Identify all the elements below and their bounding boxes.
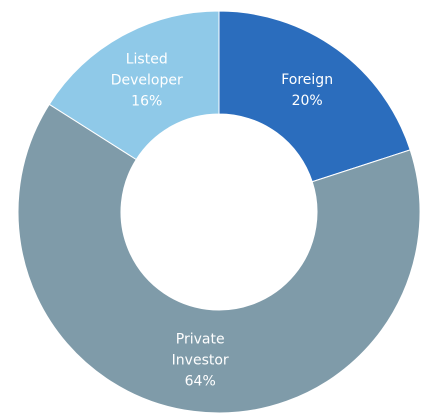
value-label: 64% — [184, 373, 216, 390]
category-label: Listed Developer — [110, 51, 183, 89]
category-label: Private Investor — [171, 331, 229, 369]
slice — [218, 10, 411, 183]
category-label: Foreign — [281, 71, 334, 88]
value-label: 20% — [291, 92, 323, 109]
value-label: 16% — [131, 93, 163, 110]
slice — [48, 10, 220, 161]
slice-label: Foreign 20% — [262, 70, 352, 112]
slice — [17, 103, 421, 414]
slice-label: Private Investor 64% — [155, 329, 245, 392]
slice-label: Listed Developer 16% — [102, 49, 192, 112]
